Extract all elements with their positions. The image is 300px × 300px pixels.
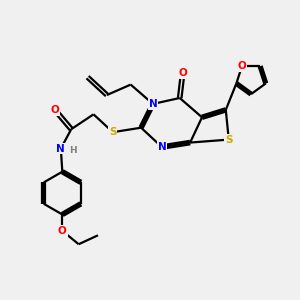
Text: N: N xyxy=(158,142,166,152)
Text: S: S xyxy=(225,135,232,145)
Text: O: O xyxy=(50,105,59,115)
Text: O: O xyxy=(58,226,67,236)
Text: N: N xyxy=(56,143,65,154)
Text: N: N xyxy=(148,99,157,109)
Text: H: H xyxy=(69,146,77,154)
Text: O: O xyxy=(238,61,246,71)
Text: S: S xyxy=(109,127,117,137)
Text: O: O xyxy=(178,68,187,78)
